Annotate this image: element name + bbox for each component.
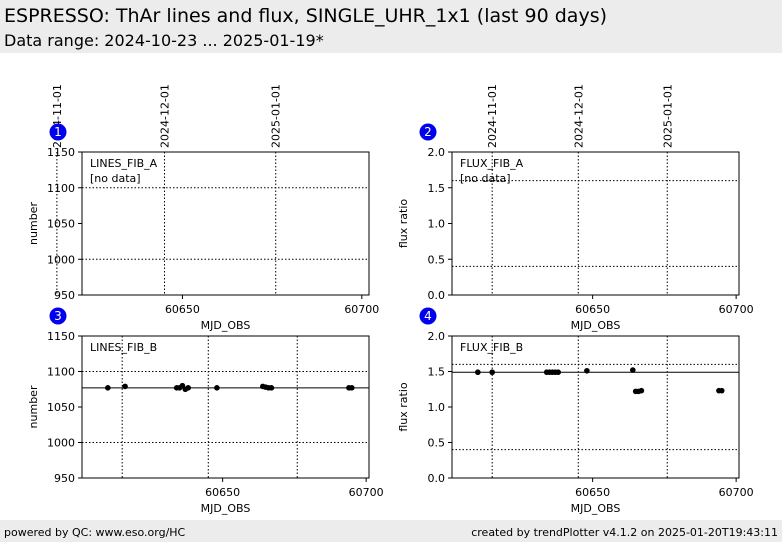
y-tick-label: 1.5 <box>428 366 446 379</box>
data-point <box>268 385 275 391</box>
data-point <box>489 369 495 376</box>
y-tick-label: 2.0 <box>428 330 446 343</box>
data-point <box>105 385 111 391</box>
y-tick-label: 1150 <box>47 330 75 343</box>
x-tick-label: 60650 <box>205 486 240 499</box>
plot-number-label: 4 <box>424 309 432 323</box>
date-marker-label: 2024-12-01 <box>159 84 172 148</box>
data-point <box>122 383 128 390</box>
no-data-note: [no data] <box>460 172 511 185</box>
y-tick-label: 950 <box>54 289 75 302</box>
date-marker-label: 2025-01-01 <box>661 84 674 148</box>
subplot-1: 2024-11-01 2024-12-01 2025-01-019501000105… <box>27 84 379 332</box>
data-point <box>185 385 191 391</box>
data-point <box>475 369 481 376</box>
x-tick-label: 60700 <box>349 486 384 499</box>
no-data-note: [no data] <box>90 172 141 185</box>
date-marker-label: 2025-01-01 <box>270 84 283 148</box>
data-point <box>584 367 590 374</box>
y-tick-label: 1000 <box>47 253 75 266</box>
x-axis-label: MJD_OBS <box>571 502 621 515</box>
page-title: ESPRESSO: ThAr lines and flux, SINGLE_UH… <box>4 5 607 27</box>
date-marker-label: 2024-12-01 <box>572 84 585 148</box>
plot-number-label: 3 <box>54 309 62 323</box>
plot-number-badge <box>419 307 437 325</box>
series-label: LINES_FIB_B <box>90 341 157 354</box>
y-axis-label: number <box>27 385 40 428</box>
y-tick-label: 1150 <box>47 146 75 159</box>
data-point <box>638 387 645 394</box>
y-axis-label: flux ratio <box>397 382 410 432</box>
y-tick-label: 950 <box>54 472 75 485</box>
data-range-subtitle: Data range: 2024-10-23 ... 2025-01-19* <box>4 31 324 50</box>
footer-created-by: created by trendPlotter v4.1.2 on 2025-0… <box>471 526 778 539</box>
plot-number-badge <box>419 123 437 141</box>
x-tick-label: 60650 <box>575 303 610 316</box>
data-point <box>630 367 636 373</box>
x-axis-label: MJD_OBS <box>571 319 621 332</box>
series-label: FLUX_FIB_A <box>460 157 524 170</box>
x-tick-label: 60700 <box>719 486 754 499</box>
y-tick-label: 0.5 <box>428 253 446 266</box>
plot-number-badge <box>49 307 67 325</box>
data-point <box>348 385 355 391</box>
series-label: LINES_FIB_A <box>90 157 158 170</box>
x-axis-label: MJD_OBS <box>201 502 251 515</box>
y-tick-label: 1.5 <box>428 182 446 195</box>
subplot-2: 2024-11-01 2024-12-01 2025-01-01 0.0 0.5 1.0 1… <box>397 84 754 332</box>
date-marker-label: 2024-11-01 <box>486 84 499 148</box>
y-tick-label: 1050 <box>47 401 75 414</box>
series-label: FLUX_FIB_B <box>460 341 523 354</box>
plot-number-badge <box>49 123 67 141</box>
data-point <box>718 387 725 394</box>
y-tick-label: 2.0 <box>428 146 446 159</box>
y-tick-label: 1050 <box>47 218 75 231</box>
footer-powered-by: powered by QC: www.eso.org/HC <box>4 526 186 539</box>
x-axis-label: MJD_OBS <box>201 319 251 332</box>
y-tick-label: 1100 <box>47 182 75 195</box>
footer-bar: powered by QC: www.eso.org/HC created by… <box>0 520 782 542</box>
y-tick-label: 0.5 <box>428 437 446 450</box>
y-axis-label: number <box>27 202 40 245</box>
x-tick-label: 60700 <box>719 303 754 316</box>
plot-number-label: 1 <box>54 125 62 139</box>
axes-frame <box>451 335 740 479</box>
header-bar: ESPRESSO: ThAr lines and flux, SINGLE_UH… <box>0 0 782 53</box>
plot-number-label: 2 <box>424 125 432 139</box>
y-tick-label: 1000 <box>47 437 75 450</box>
y-tick-label: 1.0 <box>428 218 446 231</box>
axes-frame <box>81 335 370 479</box>
x-tick-label: 60650 <box>575 486 610 499</box>
x-tick-label: 60700 <box>344 303 379 316</box>
y-tick-label: 0.0 <box>428 472 446 485</box>
y-tick-label: 0.0 <box>428 289 446 302</box>
y-tick-label: 1.0 <box>428 401 446 414</box>
data-point <box>555 369 561 376</box>
y-tick-label: 1100 <box>47 366 75 379</box>
y-axis-label: flux ratio <box>397 199 410 249</box>
data-point <box>214 385 220 391</box>
x-tick-label: 60650 <box>165 303 200 316</box>
